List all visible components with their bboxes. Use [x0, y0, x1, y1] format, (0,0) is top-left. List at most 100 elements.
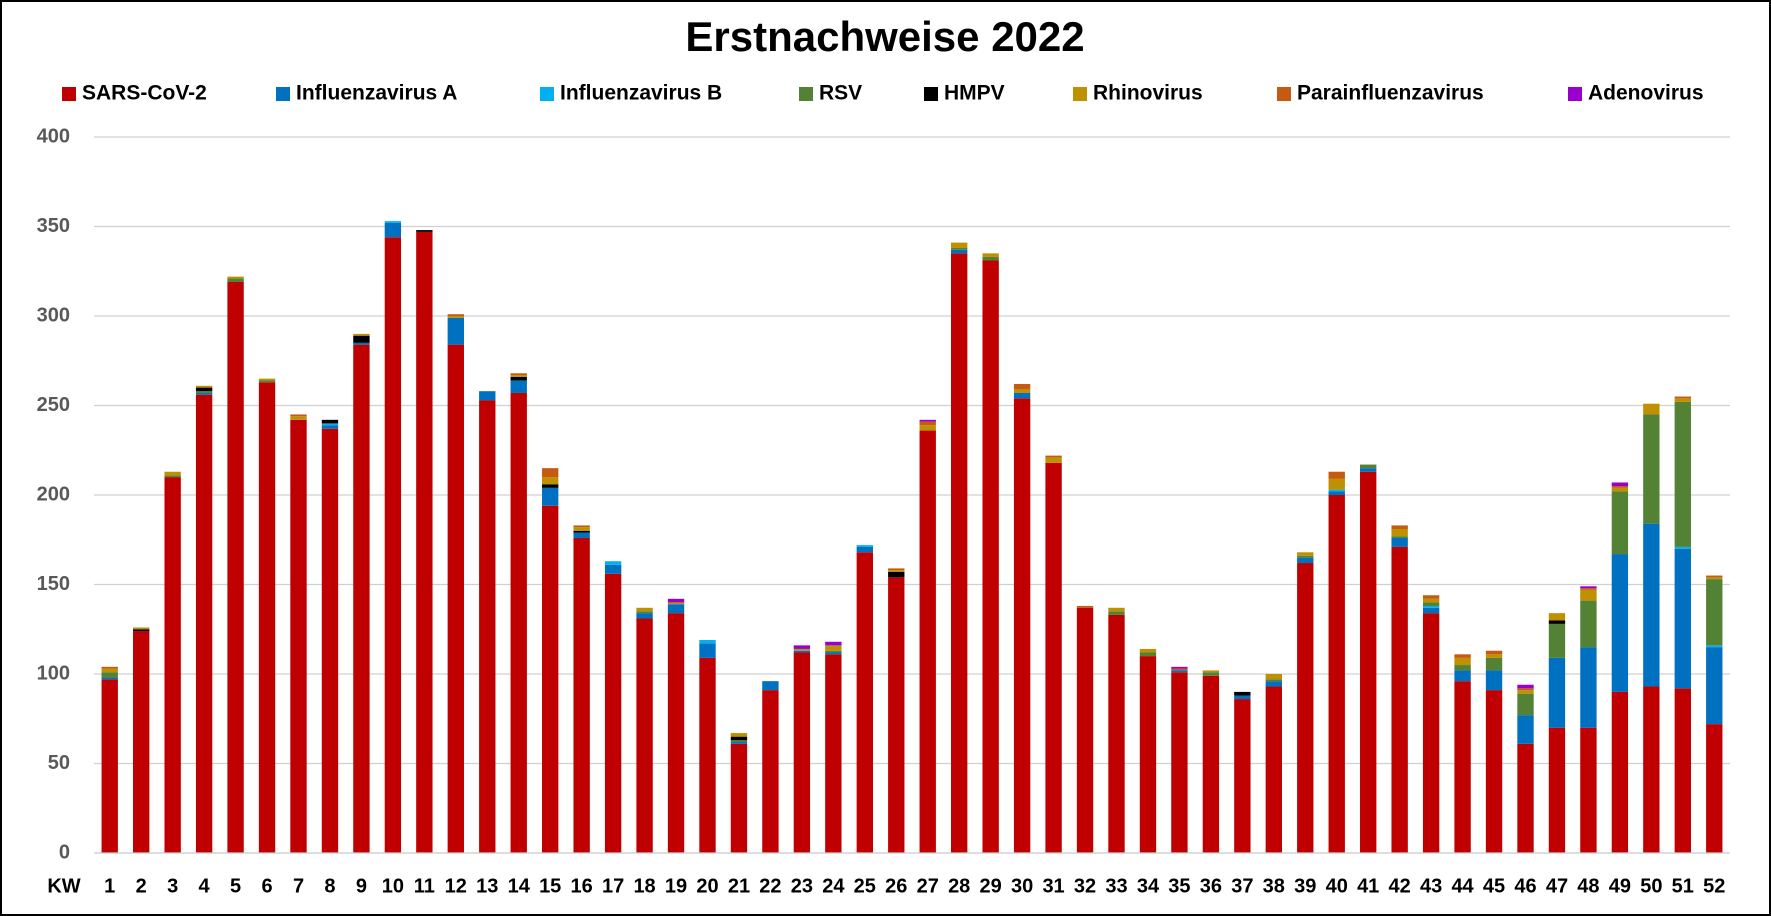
bar-segment — [1611, 491, 1629, 555]
bar-segment — [1454, 654, 1471, 658]
bar-segment — [1548, 613, 1566, 621]
bar-segment — [1139, 648, 1157, 653]
bar-segment — [384, 237, 402, 854]
x-tick-label: 25 — [854, 875, 876, 897]
bar-segment — [919, 430, 936, 853]
bar-segment — [1045, 455, 1062, 458]
bar-segment — [1674, 398, 1691, 402]
bar-segment — [353, 342, 370, 345]
y-tick-label: 0 — [59, 841, 70, 863]
bar-segment — [1328, 471, 1345, 479]
bar-segment — [353, 344, 370, 853]
bar-segment — [951, 242, 968, 248]
y-tick-label: 100 — [37, 662, 70, 684]
bar-segment — [101, 679, 118, 853]
legend-label: SARS-CoV-2 — [82, 82, 207, 105]
bar-segment — [164, 471, 181, 476]
bar-segment — [1643, 414, 1660, 524]
bar-segment — [825, 641, 842, 646]
bar-segment — [542, 487, 559, 506]
bar-segment — [667, 598, 685, 603]
bar-segment — [825, 654, 842, 853]
bar-segment — [1643, 686, 1660, 853]
bar-segment — [1454, 670, 1471, 682]
bar-segment — [321, 428, 339, 853]
bar-segment — [636, 607, 653, 612]
bar-segment — [1611, 691, 1629, 853]
bar-segment — [1454, 657, 1471, 666]
bar-segment — [510, 380, 527, 393]
bar-segment — [1108, 611, 1125, 615]
bar-segment — [1108, 614, 1125, 853]
bar-segment — [164, 477, 181, 853]
bar-segment — [101, 677, 118, 680]
bar-segment — [1674, 688, 1691, 853]
bar-segment — [1013, 389, 1031, 393]
bar-segment — [1391, 536, 1408, 538]
bar-segment — [479, 400, 496, 853]
bar-segment — [919, 419, 936, 422]
legend-label: Parainfluenzavirus — [1297, 82, 1484, 105]
y-tick-label: 300 — [37, 304, 70, 326]
bar-segment — [1422, 613, 1440, 853]
bar-segment — [1580, 589, 1597, 601]
x-tick-label: 32 — [1074, 875, 1096, 897]
bar-segment — [195, 391, 213, 393]
bar-segment — [1485, 654, 1503, 658]
x-tick-label: 27 — [917, 875, 939, 897]
bar-segment — [730, 736, 748, 741]
x-tick-label: 49 — [1609, 875, 1631, 897]
bar-segment — [573, 527, 590, 531]
bar-segment — [1360, 471, 1377, 853]
bar-segment — [1454, 681, 1471, 853]
bar-segment — [227, 281, 244, 853]
bar-segment — [1234, 699, 1251, 853]
x-tick-label: 38 — [1263, 875, 1285, 897]
bar-segment — [1234, 695, 1251, 700]
bar-segment — [730, 742, 748, 744]
bar-segment — [699, 657, 716, 853]
bar-segment — [888, 570, 905, 572]
bar-segment — [888, 571, 905, 578]
bar-segment — [1422, 602, 1440, 606]
bar-segment — [1328, 491, 1345, 495]
bar-segment — [1391, 529, 1408, 537]
x-tick-label: 50 — [1640, 875, 1662, 897]
bar-segment — [1611, 482, 1629, 487]
bar-segment — [762, 690, 779, 853]
bar-segment — [133, 629, 150, 632]
x-tick-label: 31 — [1042, 875, 1064, 897]
x-tick-label: 15 — [539, 875, 561, 897]
bar-segment — [667, 604, 685, 614]
x-tick-label: 29 — [980, 875, 1002, 897]
bar-segment — [1454, 665, 1471, 671]
x-tick-label: 10 — [382, 875, 404, 897]
bar-segment — [1297, 557, 1314, 564]
bar-segment — [416, 231, 433, 853]
bar-segment — [447, 344, 464, 853]
bar-segment — [1517, 693, 1534, 716]
bar-segment — [1643, 523, 1660, 687]
bar-segment — [573, 537, 590, 853]
bar-segment — [1202, 672, 1220, 676]
bar-segment — [227, 278, 244, 282]
bar-segment — [1108, 607, 1125, 612]
bar-segment — [1171, 666, 1188, 669]
x-tick-label: 7 — [293, 875, 304, 897]
x-axis-label: KW — [47, 875, 80, 897]
x-tick-label: 17 — [602, 875, 624, 897]
x-tick-label: 3 — [167, 875, 178, 897]
bar-segment — [510, 392, 527, 853]
bar-segment — [699, 639, 716, 644]
bar-segment — [604, 561, 622, 565]
bar-segment — [1202, 675, 1220, 853]
x-tick-label: 22 — [759, 875, 781, 897]
bar-segment — [1674, 546, 1691, 549]
x-tick-label: 26 — [885, 875, 907, 897]
x-tick-label: 9 — [356, 875, 367, 897]
bar-segment — [1234, 691, 1251, 696]
x-tick-label: 37 — [1231, 875, 1253, 897]
bar-segment — [1706, 647, 1723, 725]
bar-segment — [133, 631, 150, 853]
bar-segment — [919, 425, 936, 431]
